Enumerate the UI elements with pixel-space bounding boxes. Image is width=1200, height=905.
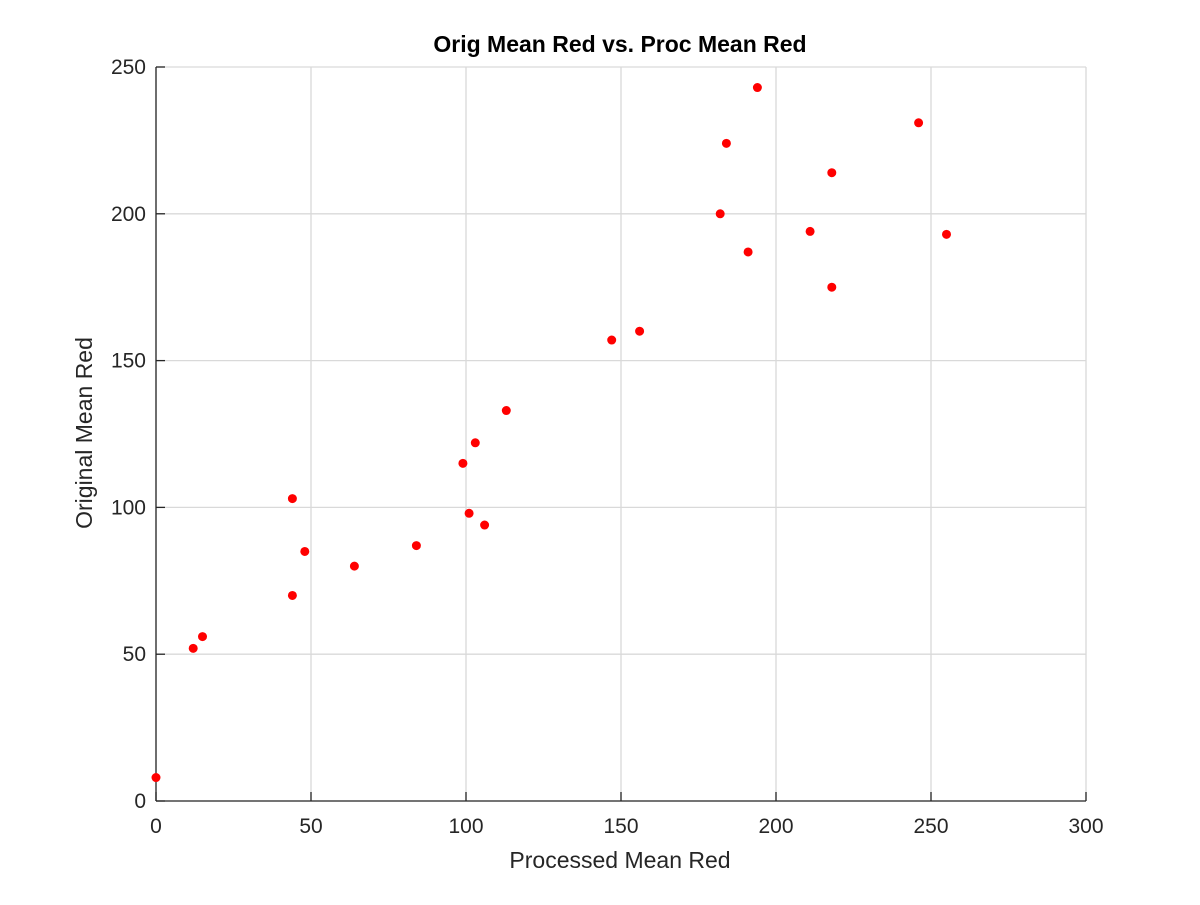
data-point <box>287 494 297 504</box>
x-tick-label: 100 <box>448 815 483 838</box>
data-point <box>287 590 297 600</box>
data-point <box>470 438 480 448</box>
x-tick-label: 300 <box>1068 815 1103 838</box>
data-point <box>914 118 924 128</box>
y-tick-label: 150 <box>111 350 146 373</box>
data-point <box>188 643 198 653</box>
x-tick-label: 200 <box>758 815 793 838</box>
data-point <box>300 546 310 556</box>
y-tick-label: 200 <box>111 203 146 226</box>
axes: 0 50 100 150 200 250 300 0 50 100 150 200 250 <box>111 56 1104 838</box>
data-point <box>349 561 359 571</box>
data-point <box>827 282 837 292</box>
data-point <box>715 209 725 219</box>
data-point <box>464 508 474 518</box>
data-point <box>411 541 421 551</box>
y-tick-label: 0 <box>134 790 146 813</box>
data-point <box>743 247 753 257</box>
y-tick-label: 250 <box>111 56 146 79</box>
data-point <box>458 458 468 468</box>
x-tick-label: 50 <box>299 815 322 838</box>
data-point <box>827 168 837 178</box>
y-axis-label: Original Mean Red <box>71 337 97 529</box>
x-tick-label: 250 <box>913 815 948 838</box>
data-points <box>151 83 951 783</box>
x-tick-label: 150 <box>603 815 638 838</box>
data-point <box>501 406 511 416</box>
x-tick-label: 0 <box>150 815 162 838</box>
data-point <box>635 326 645 336</box>
chart-title: Orig Mean Red vs. Proc Mean Red <box>433 31 806 57</box>
data-point <box>151 773 161 783</box>
data-point <box>480 520 490 530</box>
y-tick-label: 100 <box>111 496 146 519</box>
x-axis-label: Processed Mean Red <box>509 847 730 873</box>
data-point <box>721 138 731 148</box>
data-point <box>942 229 951 239</box>
y-tick-label: 50 <box>123 643 146 666</box>
data-point <box>198 632 207 642</box>
data-point <box>607 335 617 345</box>
grid <box>155 66 1087 802</box>
data-point <box>805 226 815 236</box>
data-point <box>752 83 762 93</box>
